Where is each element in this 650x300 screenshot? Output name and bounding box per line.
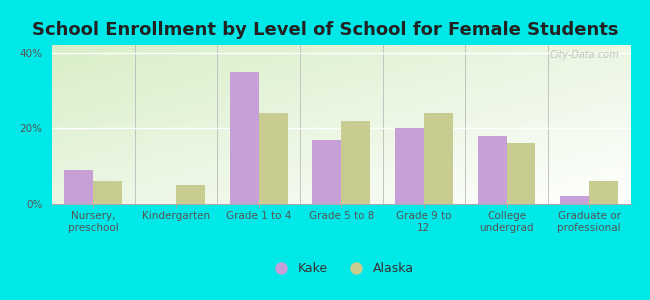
Legend: Kake, Alaska: Kake, Alaska xyxy=(263,257,419,280)
Bar xyxy=(176,185,205,204)
Bar xyxy=(589,181,618,204)
Bar xyxy=(259,113,287,204)
Bar xyxy=(64,170,94,204)
Bar xyxy=(560,196,589,204)
Bar xyxy=(341,121,370,204)
Bar xyxy=(312,140,341,204)
Bar xyxy=(506,143,536,204)
Text: School Enrollment by Level of School for Female Students: School Enrollment by Level of School for… xyxy=(32,21,618,39)
Bar xyxy=(229,71,259,204)
Bar xyxy=(395,128,424,204)
Bar xyxy=(94,181,122,204)
Bar xyxy=(478,136,506,204)
Text: City-Data.com: City-Data.com xyxy=(549,50,619,60)
Bar xyxy=(424,113,453,204)
